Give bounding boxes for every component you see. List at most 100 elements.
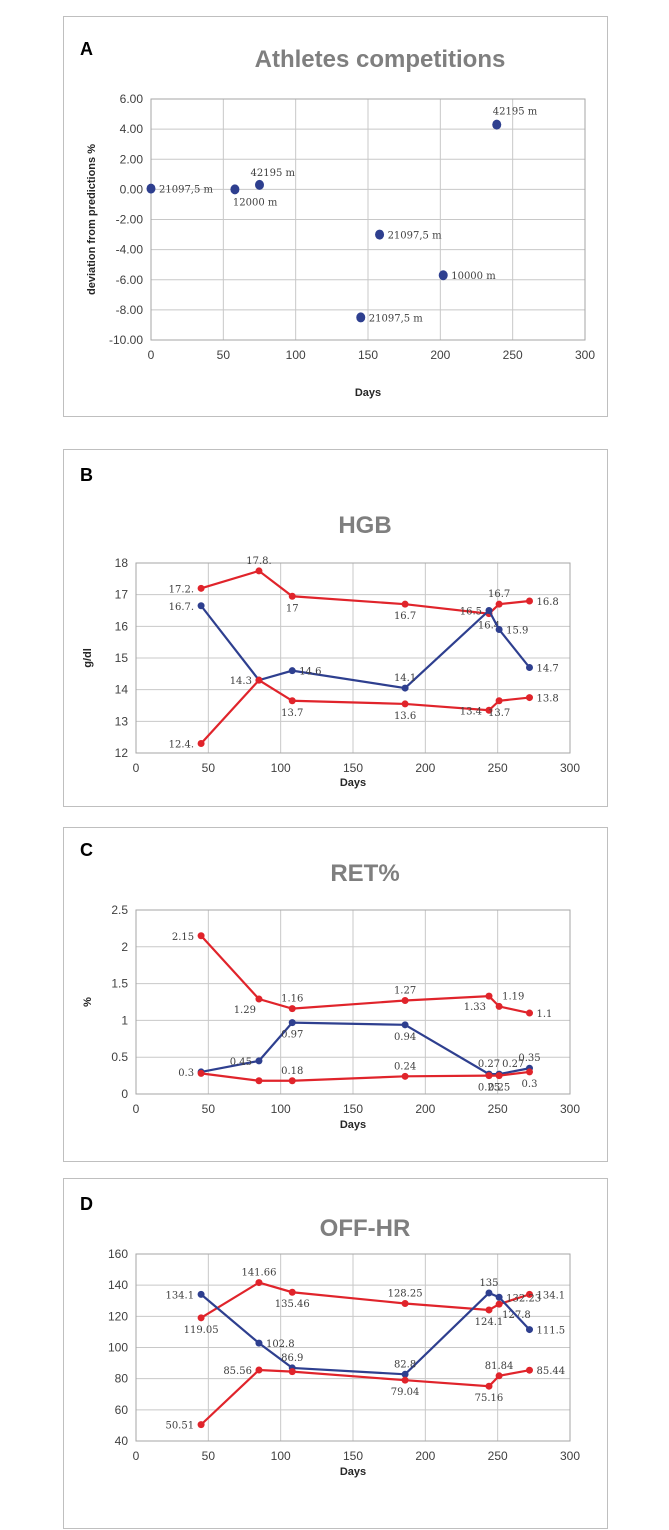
- data-label: 0.35: [518, 1053, 540, 1064]
- x-tick-label: 200: [415, 1449, 435, 1463]
- data-label: 111.5: [536, 1326, 565, 1337]
- series-point: [495, 1300, 503, 1308]
- data-label: 13.8: [536, 694, 558, 705]
- chart-title: OFF-HR: [320, 1215, 411, 1242]
- y-tick-label: 140: [108, 1278, 128, 1292]
- series-point: [255, 1339, 263, 1347]
- data-label: 128.25: [388, 1288, 423, 1299]
- data-label: 16.4: [478, 621, 500, 632]
- series-point: [288, 697, 296, 705]
- data-label: 0.94: [394, 1032, 416, 1043]
- data-label: 16.7: [394, 611, 416, 622]
- x-tick-label: 200: [415, 1102, 435, 1116]
- chart-title: Athletes competitions: [255, 46, 506, 73]
- y-tick-label: 15: [115, 651, 129, 665]
- data-label: 14.1: [394, 673, 416, 684]
- point-label: 10000 m: [451, 271, 496, 282]
- chart-b: B HGB 18 17 16 15 14 13 12 0 50 100 150 200 250 300 Days…: [80, 465, 580, 789]
- data-label: 0.18: [281, 1066, 303, 1077]
- x-axis-label: Days: [355, 387, 381, 399]
- series-point: [525, 1366, 533, 1374]
- x-tick-label: 250: [488, 1102, 508, 1116]
- point-label: 12000 m: [233, 197, 278, 208]
- data-label: 16.8: [536, 597, 558, 608]
- x-tick-label: 100: [271, 761, 291, 775]
- point-label: 21097,5 m: [159, 185, 214, 196]
- point-label: 42195 m: [493, 107, 538, 118]
- data-label: 1.33: [464, 1002, 486, 1013]
- series-point: [288, 667, 296, 675]
- x-tick-label: 300: [575, 348, 595, 362]
- series-point: [288, 1368, 296, 1376]
- x-tick-label: 100: [286, 348, 306, 362]
- series-point: [525, 694, 533, 702]
- panel-label: C: [80, 840, 93, 860]
- data-label: 0.25: [478, 1083, 500, 1094]
- y-tick-label: 80: [115, 1372, 129, 1386]
- y-axis-label: %: [82, 997, 94, 1007]
- data-label: 141.66: [241, 1268, 276, 1279]
- y-tick-label: -8.00: [116, 303, 144, 317]
- data-label: 50.51: [165, 1421, 194, 1432]
- x-tick-label: 250: [503, 348, 523, 362]
- plot-area: [135, 909, 571, 1095]
- x-tick-label: 0: [133, 1102, 140, 1116]
- data-label: 1.29: [234, 1005, 256, 1016]
- y-tick-label: -6.00: [116, 273, 144, 287]
- series-point: [401, 1021, 409, 1029]
- y-axis-label: g/dl: [82, 648, 94, 668]
- data-label: 14.6: [299, 667, 321, 678]
- x-tick-label: 150: [343, 1102, 363, 1116]
- series-point: [288, 1005, 296, 1013]
- x-axis-label: Days: [340, 777, 366, 789]
- panel-b: B HGB 18 17 16 15 14 13 12 0 50 100 150 200 250 300 Days…: [63, 449, 608, 807]
- y-tick-label: 2: [121, 940, 128, 954]
- y-tick-label: 1: [121, 1013, 128, 1027]
- scatter-point: [146, 183, 156, 194]
- y-tick-label: 16: [115, 619, 129, 633]
- point-label: 42195 m: [251, 168, 296, 179]
- series-point: [401, 700, 409, 708]
- series-point: [495, 697, 503, 705]
- data-label: 85.56: [223, 1366, 252, 1377]
- data-label: 0.45: [230, 1057, 252, 1068]
- data-label: 16.5: [460, 607, 482, 618]
- y-tick-label: -10.00: [109, 333, 143, 347]
- series-point: [495, 1072, 503, 1080]
- series-point: [485, 1072, 493, 1080]
- y-tick-label: 0.5: [111, 1050, 128, 1064]
- data-label: 17.8.: [246, 556, 271, 567]
- series-point: [485, 992, 493, 1000]
- series-point: [255, 995, 263, 1003]
- y-tick-label: 18: [115, 556, 129, 570]
- y-tick-label: 0: [121, 1087, 128, 1101]
- data-label: 85.44: [536, 1366, 565, 1377]
- series-point: [288, 1288, 296, 1296]
- data-label: 134.1: [165, 1290, 194, 1301]
- series-point: [485, 1382, 493, 1390]
- y-tick-label: 120: [108, 1309, 128, 1323]
- data-label: 17.2.: [169, 584, 194, 595]
- data-label: 0.97: [281, 1030, 303, 1041]
- series-point: [495, 1372, 503, 1380]
- data-label: 134.1: [536, 1290, 565, 1301]
- data-label: 13.7: [281, 708, 303, 719]
- plot-area: [135, 562, 571, 754]
- x-tick-label: 300: [560, 1102, 580, 1116]
- y-tick-label: 4.00: [120, 122, 144, 136]
- data-label: 0.27: [478, 1059, 500, 1070]
- series-point: [255, 1279, 263, 1287]
- data-label: 0.3: [178, 1068, 194, 1079]
- data-label: 1.19: [502, 991, 524, 1002]
- y-tick-label: -4.00: [116, 243, 144, 257]
- series-point: [197, 1314, 205, 1322]
- chart-title: HGB: [338, 512, 391, 539]
- series-point: [401, 1370, 409, 1378]
- data-label: 14.7: [536, 664, 558, 675]
- series-point: [525, 664, 533, 671]
- data-label: 0.24: [394, 1061, 416, 1072]
- data-label: 135.46: [275, 1299, 310, 1310]
- y-tick-label: 160: [108, 1247, 128, 1261]
- y-axis-label: deviation from predictions %: [86, 144, 98, 295]
- series-point: [525, 1290, 533, 1298]
